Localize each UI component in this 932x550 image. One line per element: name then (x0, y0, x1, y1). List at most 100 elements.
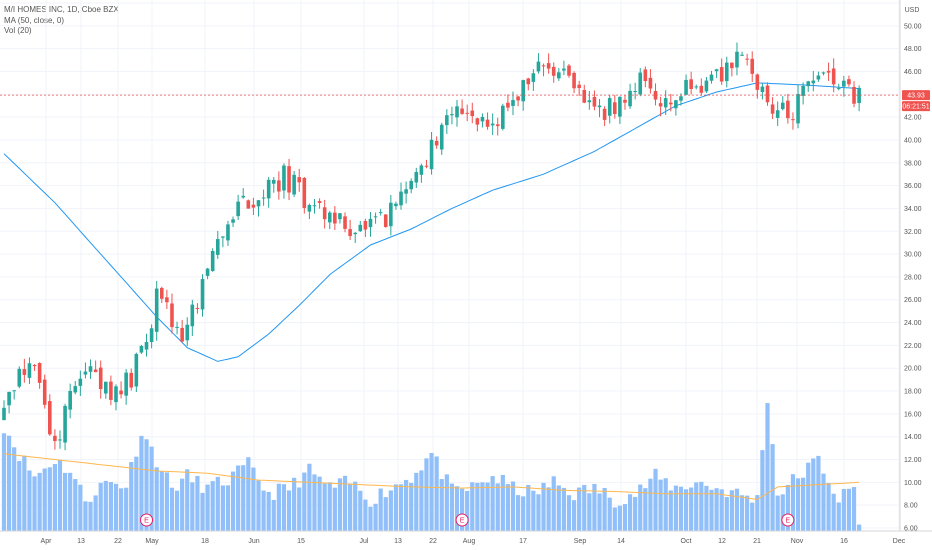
volume-bar (561, 487, 566, 531)
candle-body (378, 212, 383, 214)
volume-bar (806, 462, 811, 531)
candle-body (205, 268, 210, 276)
volume-bar (230, 471, 236, 531)
earnings-marker[interactable] (140, 513, 154, 527)
y-tick-label: 28.00 (904, 274, 922, 281)
volume-bar (124, 487, 129, 531)
candle-body (679, 96, 683, 101)
candle-body (114, 386, 118, 403)
earnings-marker[interactable] (781, 513, 795, 527)
y-tick-label: 32.00 (904, 229, 922, 236)
volume-bar (93, 495, 98, 531)
volume-bar (846, 488, 852, 531)
candle-body (271, 179, 276, 184)
candle-body (302, 177, 307, 208)
y-tick-label: 12.00 (904, 457, 922, 464)
volume-bar (307, 463, 312, 531)
candle-body (643, 69, 648, 82)
candle-body (333, 212, 337, 224)
volume-bar (617, 505, 622, 531)
candle-body (63, 405, 67, 443)
volume-bar (465, 490, 470, 531)
volume-bar (47, 467, 52, 531)
volume-bar (775, 495, 780, 531)
last-price-box (902, 90, 930, 101)
volume-bar (154, 467, 159, 531)
candle-body (607, 98, 612, 116)
chart-legend: M/I HOMES INC, 1D, Cboe BZX MA (50, clos… (4, 5, 119, 37)
y-tick-label: 6.00 (904, 526, 918, 533)
volume-bar (42, 468, 47, 531)
candle-body (460, 108, 464, 114)
candle-body (562, 68, 566, 71)
volume-bar (470, 482, 475, 531)
volume-bar (592, 483, 597, 531)
earnings-marker[interactable] (455, 513, 469, 527)
volume-bar (678, 486, 684, 531)
volume-bar (368, 506, 373, 531)
candle-body (42, 379, 47, 405)
x-tick-label: Jul (360, 538, 369, 545)
volume-bar (409, 482, 414, 531)
candle-body (490, 123, 495, 126)
candle-body (857, 87, 861, 104)
candle-body (373, 216, 378, 218)
candle-body (806, 81, 811, 87)
candle-body (287, 166, 291, 193)
volume-bar (348, 483, 353, 531)
volume-bar (342, 475, 348, 531)
x-tick-label: Aug (463, 538, 476, 545)
volume-bar (185, 469, 190, 531)
candle-body (485, 119, 490, 127)
volume-bar (271, 499, 276, 531)
volume-bar (12, 447, 17, 531)
volume-bar (256, 480, 261, 531)
volume-bar (801, 477, 806, 531)
legend-symbol[interactable]: M/I HOMES INC, 1D, Cboe BZX (4, 5, 119, 14)
volume-bar (683, 489, 689, 531)
volume-bar (180, 478, 185, 531)
volume-bar (139, 435, 144, 531)
volume-bar (790, 474, 796, 531)
candle-body (618, 96, 622, 117)
volume-bar (841, 488, 846, 531)
volume-bar (510, 481, 516, 531)
volume-bar (729, 490, 734, 531)
candle-body (424, 165, 429, 167)
candle-body (383, 214, 388, 228)
candle-body (226, 224, 230, 241)
volume-bar (108, 482, 113, 531)
legend-vol[interactable]: Vol (20) (4, 26, 32, 35)
legend-ma[interactable]: MA (50, close, 0) (4, 15, 65, 25)
candle-body (613, 102, 617, 114)
candle-body (745, 58, 749, 60)
candle-body (770, 104, 775, 114)
x-tick-label: 18 (201, 538, 209, 545)
volume-bar (490, 476, 495, 531)
candle-body (450, 114, 454, 116)
y-tick-label: 22.00 (904, 343, 922, 350)
candle-body (663, 98, 668, 108)
volume-bar (653, 468, 658, 531)
y-tick-label: 16.00 (904, 411, 922, 418)
candle-body (623, 99, 627, 103)
candle-body (190, 304, 195, 327)
x-tick-label: 13 (77, 538, 85, 545)
candle-body (256, 200, 261, 207)
y-tick-label: 38.00 (904, 160, 922, 167)
candle-body (750, 58, 755, 74)
volume-bar (826, 482, 831, 531)
candle-body (78, 378, 83, 386)
currency-label: USD (905, 7, 920, 14)
candle-body (653, 90, 658, 100)
volume-bar (144, 439, 149, 531)
volume-bar (129, 462, 134, 531)
y-tick-label: 26.00 (904, 297, 922, 304)
volume-bar (103, 480, 108, 531)
time-axis[interactable]: Apr 13 22 May 18 Jun 15 Jul 13 22 Aug 17 Sep 14 Oct 12 2… (41, 538, 906, 545)
volume-bar (694, 482, 699, 531)
candle-body (180, 327, 184, 342)
candle-body (668, 102, 673, 105)
x-tick-label: 16 (840, 538, 848, 545)
